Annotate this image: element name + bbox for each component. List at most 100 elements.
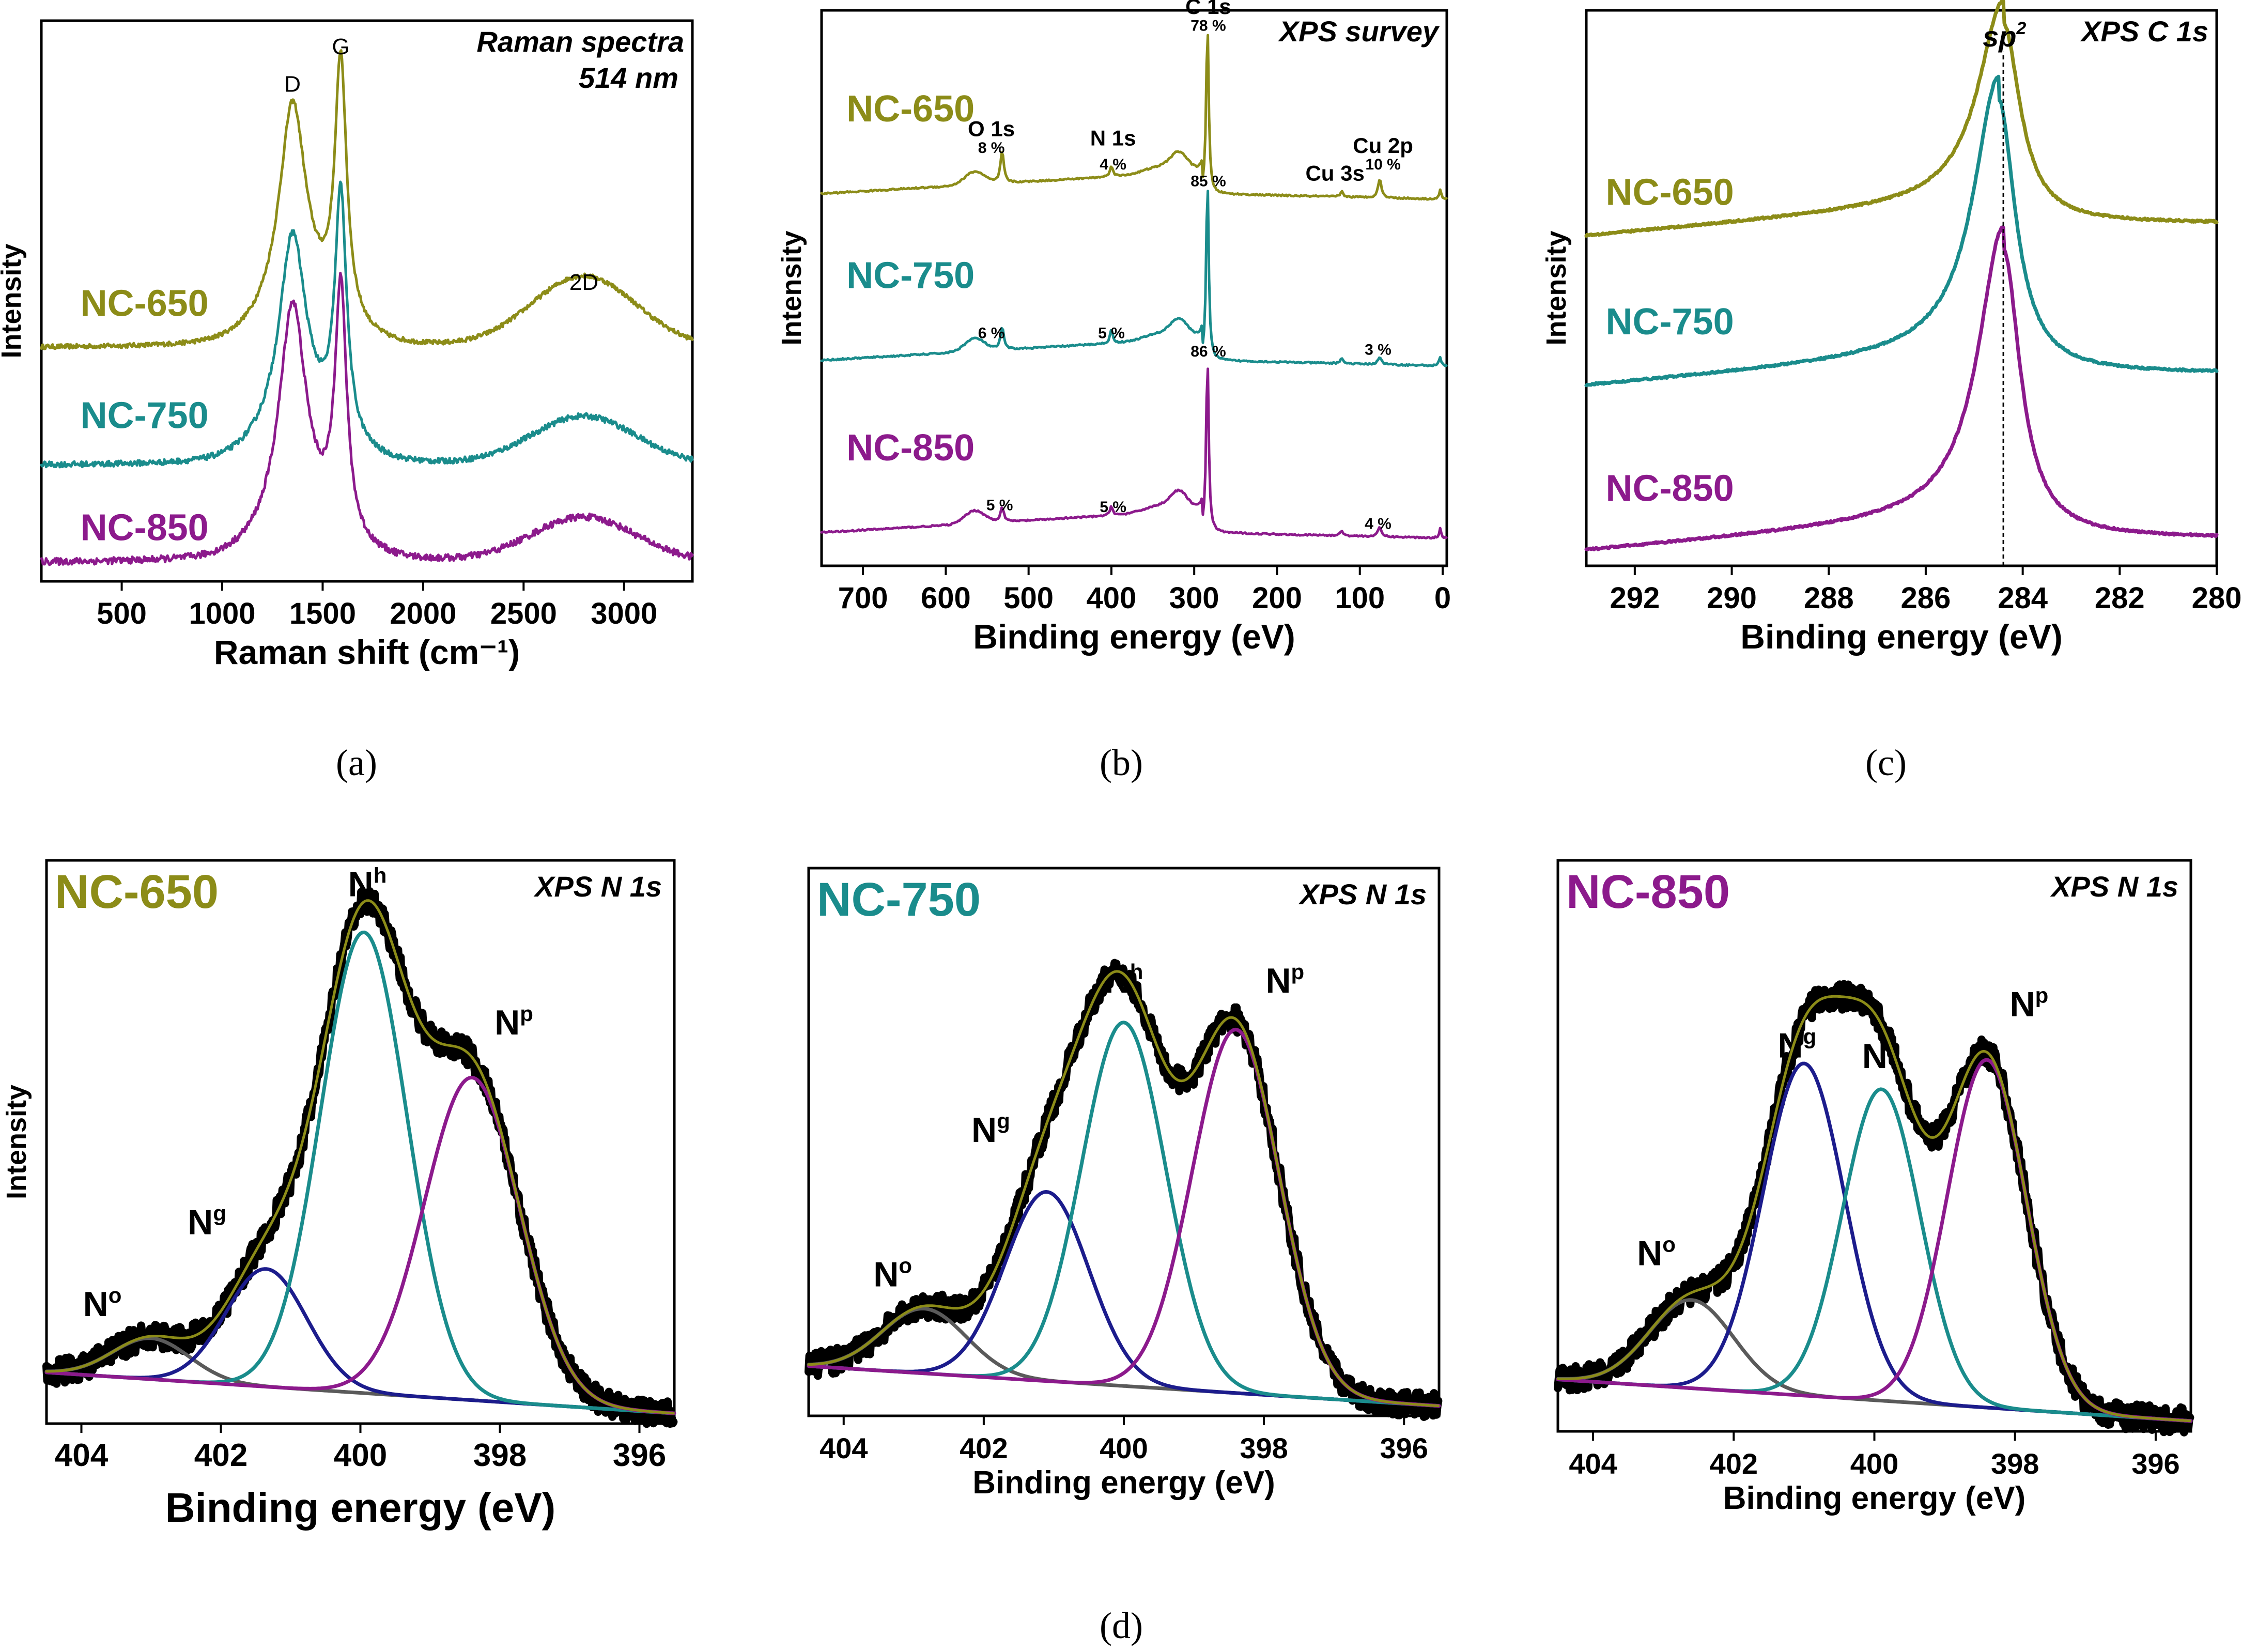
peak-annotation: 5 % (986, 497, 1013, 514)
y-axis-title: Intensity (0, 243, 27, 358)
peak-annotation: 5 % (1100, 499, 1126, 516)
legend-label-nc-850: NC-850 (846, 427, 975, 469)
x-tick-label: 700 (838, 581, 888, 615)
series-line-nc-650 (820, 34, 1448, 201)
sample-label: NC-650 (55, 866, 219, 918)
legend-label-nc-750: NC-750 (846, 255, 975, 297)
legend-label-nc-750: NC-750 (1606, 301, 1734, 343)
caption-a: (a) (336, 742, 377, 783)
x-tick-label: 398 (1240, 1432, 1288, 1464)
peak-annotation: 5 % (1098, 325, 1125, 342)
x-tick-label: 1000 (189, 597, 255, 630)
x-tick-label: 404 (1569, 1447, 1617, 1480)
peak-annotation: 86 % (1190, 343, 1226, 360)
peak-annotation: 3 % (1365, 342, 1391, 359)
series-line-nc-850 (1584, 225, 2219, 551)
envelope-fit-line (807, 970, 1440, 1408)
x-axis-title: Raman shift (cm⁻¹) (214, 633, 520, 671)
x-axis-title: Binding energy (eV) (1723, 1480, 2026, 1516)
x-tick-label: 500 (1003, 581, 1054, 615)
x-tick-label: 402 (960, 1432, 1008, 1464)
component-label: Nh (348, 863, 387, 904)
x-tick-label: 400 (1100, 1432, 1148, 1464)
x-tick-label: 1500 (289, 597, 356, 630)
x-axis-title: Binding energy (eV) (972, 1465, 1275, 1501)
plot-frame (1556, 859, 2192, 1433)
component-label: Np (494, 1001, 533, 1042)
component-label: Np (2010, 983, 2049, 1024)
peak-label: 2D (569, 270, 598, 295)
panel-d-nc650-n1s: 404 402 400 398 396 Binding energy (eV) Intens… (1, 859, 678, 1531)
x-tick-label: 400 (334, 1438, 387, 1473)
panel-title: Raman spectra (476, 25, 684, 58)
component-label: No (1637, 1232, 1676, 1273)
panel-title: XPS N 1s (2050, 870, 2178, 903)
envelope-fit-line (45, 899, 675, 1415)
component-label: No (873, 1253, 912, 1294)
peak-annotation: 10 % (1365, 156, 1400, 173)
x-axis-title: Binding energy (eV) (1740, 617, 2062, 656)
x-tick-label: 3000 (591, 597, 657, 630)
x-tick-label: 398 (473, 1438, 527, 1473)
x-axis-title: Binding energy (eV) (165, 1485, 556, 1531)
peak-annotation: 78 % (1190, 17, 1226, 34)
component-label: Nh (1105, 960, 1143, 1000)
component-np (44, 1075, 676, 1415)
legend-label-nc-650: NC-650 (81, 283, 209, 324)
peak-label: G (332, 34, 349, 59)
peak-annotation: Cu 3s (1305, 161, 1364, 186)
component-label: Np (1265, 960, 1304, 1000)
y-axis-title: Intensity (1541, 230, 1572, 345)
component-label: Ng (1777, 1025, 1816, 1066)
series-line-nc-850 (40, 271, 694, 566)
sample-label: NC-850 (1566, 866, 1730, 918)
x-tick-label: 402 (194, 1438, 248, 1473)
x-tick-label: 404 (820, 1432, 868, 1464)
x-tick-label: 0 (1434, 581, 1451, 615)
x-tick-label: 404 (55, 1438, 109, 1473)
peak-annotation: 4 % (1365, 515, 1391, 532)
sample-label: NC-750 (817, 873, 981, 926)
plot-frame (807, 867, 1441, 1417)
x-tick-label: 2500 (490, 597, 557, 630)
peak-annotation: 4 % (1100, 156, 1126, 173)
x-tick-label: 284 (1998, 581, 2048, 615)
plot-frame (820, 9, 1448, 567)
plot-frame (40, 19, 694, 583)
peak-label: D (284, 71, 301, 97)
x-tick-label: 396 (2131, 1447, 2179, 1480)
x-tick-label: 292 (1610, 581, 1660, 615)
series-line-nc-750 (1584, 74, 2219, 388)
legend-label-nc-650: NC-650 (1606, 172, 1734, 213)
x-tick-label: 400 (1850, 1447, 1898, 1480)
caption-b: (b) (1100, 742, 1143, 783)
x-tick-label: 200 (1252, 581, 1302, 615)
x-tick-label: 300 (1169, 581, 1219, 615)
panel-title: XPS survey (1278, 15, 1440, 48)
series-line-nc-750 (820, 190, 1448, 367)
caption-c: (c) (1865, 742, 1907, 783)
series-line-nc-650 (1584, 0, 2219, 238)
legend-label-nc-650: NC-650 (846, 88, 975, 130)
legend-label-nc-850: NC-850 (81, 507, 209, 548)
series-line-nc-650 (40, 49, 694, 350)
x-tick-label: 280 (2192, 581, 2242, 615)
peak-annotation: 8 % (978, 140, 1005, 157)
panel-subtitle: 514 nm (579, 61, 678, 94)
x-tick-label: 396 (1380, 1432, 1428, 1464)
peak-annotation: 6 % (978, 325, 1005, 342)
component-label: No (83, 1283, 122, 1324)
component-label: Ng (188, 1201, 226, 1242)
plot-frame (1585, 9, 2218, 567)
peak-annotation: C 1s (1185, 0, 1231, 19)
peak-annotation: Cu 2p (1353, 133, 1413, 158)
panel-a-raman: 500 1000 1500 2000 2500 3000 Raman shift (cm⁻¹… (0, 19, 694, 671)
x-tick-label: 402 (1710, 1447, 1758, 1480)
peak-annotation: 85 % (1190, 173, 1226, 190)
peak-annotation: N 1s (1090, 126, 1136, 150)
panel-c-xps-c1s: 292 290 288 286 284 282 280 Binding energy (eV)… (1541, 0, 2242, 656)
x-tick-label: 100 (1335, 581, 1385, 615)
x-tick-label: 286 (1901, 581, 1951, 615)
